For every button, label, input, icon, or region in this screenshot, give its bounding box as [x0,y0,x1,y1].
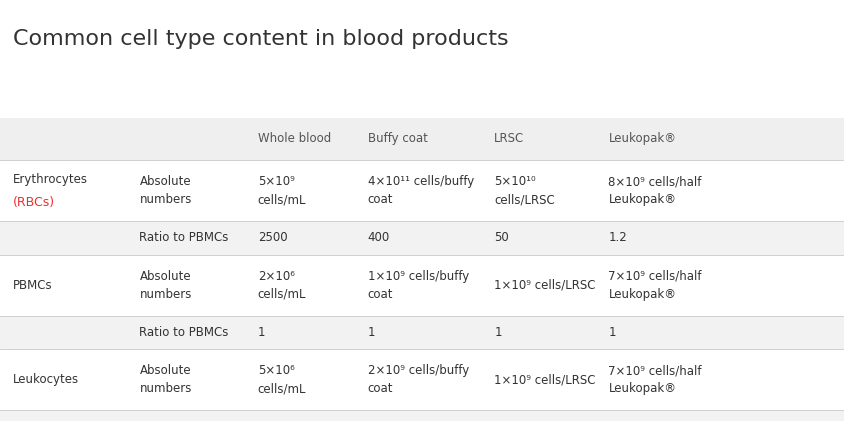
Text: 1×10⁹ cells/LRSC: 1×10⁹ cells/LRSC [494,373,595,386]
Text: Ratio to PBMCs: Ratio to PBMCs [139,232,229,244]
Bar [0,255,844,316]
Text: 8×10⁹ cells/half
Leukopak®: 8×10⁹ cells/half Leukopak® [608,175,701,206]
Text: 1×10⁹ cells/LRSC: 1×10⁹ cells/LRSC [494,279,595,292]
Text: 1: 1 [494,326,501,339]
Text: 4×10¹¹ cells/buffy
coat: 4×10¹¹ cells/buffy coat [367,175,473,206]
Bar [0,349,844,410]
Bar [0,410,844,421]
Text: 2500: 2500 [257,232,287,244]
Bar [0,316,844,349]
Text: 50: 50 [494,232,508,244]
Text: (RBCs): (RBCs) [13,196,55,209]
Text: 1.2: 1.2 [608,232,626,244]
Bar [0,118,844,160]
Text: Leukopak®: Leukopak® [608,133,675,145]
Text: 5×10⁹
cells/mL: 5×10⁹ cells/mL [257,175,306,206]
Text: Leukocytes: Leukocytes [13,373,78,386]
Text: Absolute
numbers: Absolute numbers [139,175,192,206]
Text: LRSC: LRSC [494,133,524,145]
Text: 400: 400 [367,232,389,244]
Text: 1×10⁹ cells/buffy
coat: 1×10⁹ cells/buffy coat [367,270,468,301]
Text: 2×10⁶
cells/mL: 2×10⁶ cells/mL [257,270,306,301]
Text: 5×10⁶
cells/mL: 5×10⁶ cells/mL [257,365,306,395]
Bar [0,160,844,221]
Text: 5×10¹⁰
cells/LRSC: 5×10¹⁰ cells/LRSC [494,175,555,206]
Bar [0,221,844,255]
Text: 2×10⁹ cells/buffy
coat: 2×10⁹ cells/buffy coat [367,365,468,395]
Text: 1: 1 [608,326,615,339]
Text: Absolute
numbers: Absolute numbers [139,365,192,395]
Text: Buffy coat: Buffy coat [367,133,427,145]
Text: Ratio to PBMCs: Ratio to PBMCs [139,326,229,339]
Text: Common cell type content in blood products: Common cell type content in blood produc… [13,29,508,50]
Text: 1: 1 [257,326,265,339]
Text: 7×10⁹ cells/half
Leukopak®: 7×10⁹ cells/half Leukopak® [608,270,701,301]
Text: Erythrocytes: Erythrocytes [13,173,88,187]
Text: Whole blood: Whole blood [257,133,331,145]
Text: 7×10⁹ cells/half
Leukopak®: 7×10⁹ cells/half Leukopak® [608,365,701,395]
Text: 1: 1 [367,326,375,339]
Text: PBMCs: PBMCs [13,279,52,292]
Text: Absolute
numbers: Absolute numbers [139,270,192,301]
